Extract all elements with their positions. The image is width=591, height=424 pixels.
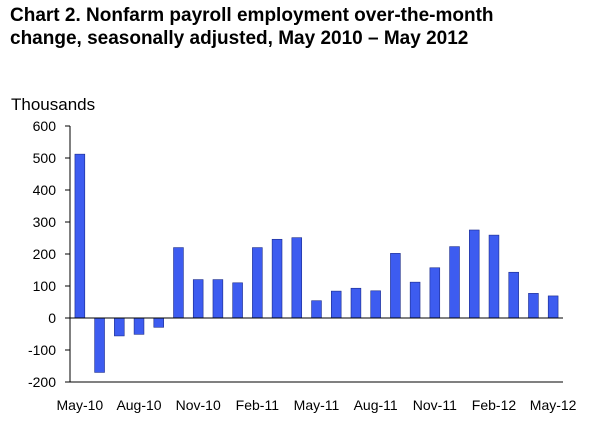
bar-Jul-11 [350, 287, 362, 319]
y-tick-label: -200 [28, 374, 56, 390]
bar-Nov-11 [429, 267, 441, 319]
x-tick-label: Aug-11 [354, 397, 398, 413]
bar-May-10 [74, 153, 86, 319]
bar-Apr-11 [291, 237, 303, 319]
bar-May-12 [547, 295, 559, 319]
x-tick-labels: May-10 Aug-10 Nov-10 Feb-11 May-11 Aug-11 Nov-… [57, 397, 577, 413]
bar-Jan-11 [232, 282, 243, 319]
bar-Sep-10 [153, 317, 164, 328]
bar-Mar-12 [508, 271, 519, 319]
x-tick-label: May-11 [294, 397, 340, 413]
chart-title-line-1: Chart 2. Nonfarm payroll employment over… [10, 5, 494, 26]
y-tick-label: 300 [33, 214, 57, 230]
y-tick-label: -100 [28, 342, 56, 358]
bar-Mar-11 [271, 238, 283, 319]
bar-Dec-11 [449, 246, 460, 319]
bar-Aug-11 [370, 290, 381, 319]
bar-Jun-10 [94, 317, 105, 373]
x-tick-label: May-10 [57, 397, 104, 413]
x-tick-label: May-12 [530, 397, 577, 413]
y-tick-label: 100 [33, 278, 57, 294]
bar-May-11 [311, 300, 322, 319]
chart-title: Chart 2. Nonfarm payroll employment over… [10, 4, 580, 50]
bar-Sep-11 [390, 253, 401, 319]
y-tick-label: 400 [33, 182, 57, 198]
bar-Aug-10 [133, 317, 145, 335]
bar-Oct-10 [173, 247, 184, 319]
x-tick-label: Nov-11 [413, 397, 457, 413]
bar-Oct-11 [409, 281, 421, 319]
y-tick-labels: -200 -100 0 100 200 300 400 500 600 [28, 118, 56, 390]
bar-Jan-12 [469, 229, 480, 319]
x-tick-label: Feb-11 [236, 397, 280, 413]
y-tick-label: 0 [48, 310, 56, 326]
x-tick-label: Nov-10 [176, 397, 221, 413]
x-tick-label: Aug-10 [116, 397, 161, 413]
bar-Jun-11 [330, 290, 342, 319]
bar-Nov-10 [192, 279, 204, 319]
bar-Feb-12 [488, 234, 500, 319]
bars [74, 153, 559, 373]
chart-title-line-2: change, seasonally adjusted, May 2010 – … [10, 28, 469, 49]
bar-Dec-10 [212, 279, 224, 319]
y-tick-label: 500 [33, 150, 57, 166]
y-axis-unit-label: Thousands [11, 95, 96, 114]
axes [65, 125, 563, 383]
x-tick-label: Feb-12 [472, 397, 517, 413]
bar-Jul-10 [114, 317, 125, 337]
y-tick-label: 200 [33, 246, 57, 262]
y-tick-label: 600 [33, 118, 57, 134]
bar-Apr-12 [528, 293, 539, 319]
bar-Feb-11 [252, 247, 263, 319]
